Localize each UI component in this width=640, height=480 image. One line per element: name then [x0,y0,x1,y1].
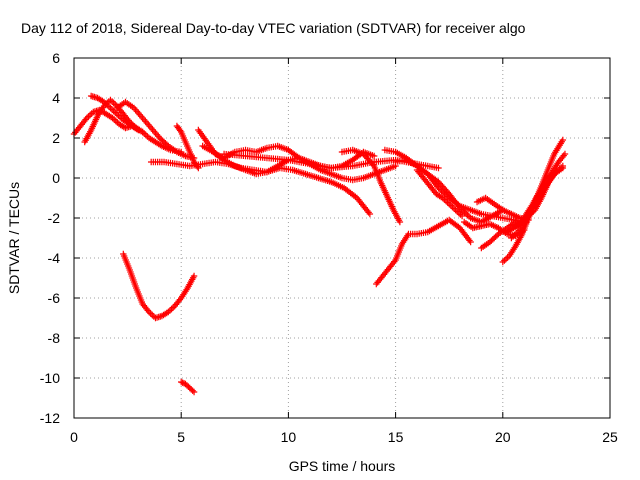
data-point [502,255,510,263]
y-axis-label: SDTVAR / TECUs [6,182,22,294]
series-t6 [173,122,202,172]
x-tick-label: 10 [281,429,297,445]
data-point [195,164,202,172]
data-point [112,109,119,116]
y-tick-label: -8 [48,330,61,346]
data-point [447,202,455,209]
data-point [110,107,117,115]
data-point [561,150,569,158]
data-point [442,191,450,199]
data-point [467,238,474,246]
data-point [438,187,445,195]
y-tick-label: -2 [48,210,61,226]
series-t21 [512,164,567,230]
x-tick-label: 0 [70,429,78,445]
data-point [455,201,462,209]
data-point [112,117,120,125]
data-point [168,305,175,313]
data-point [190,388,198,396]
y-tick-label: -10 [40,370,60,386]
data-point [147,310,154,317]
data-point [194,163,201,170]
data-point [179,379,186,386]
data-point [436,186,444,193]
data-point [219,155,226,163]
data-point [465,213,473,220]
y-tick-label: -12 [40,410,60,426]
series-t4 [113,98,198,162]
series-t13 [413,166,466,220]
series-t12 [392,156,528,226]
data-point [369,161,377,168]
data-point [396,218,404,226]
y-tick-label: 2 [52,130,60,146]
x-tick-label: 15 [388,429,404,445]
series-t22 [120,250,198,322]
series-t14 [373,216,474,288]
x-tick-label: 25 [602,429,618,445]
data-point [370,152,378,160]
x-tick-label: 5 [177,429,185,445]
data-point [107,96,114,104]
series-t23 [178,378,198,396]
data-point [110,99,117,107]
data-point [439,189,447,196]
data-point [86,111,94,119]
y-tick-label: -6 [48,290,61,306]
data-point [464,211,471,219]
y-tick-label: 4 [52,90,60,106]
data-point [189,387,196,394]
data-point [169,304,177,311]
data-point [107,104,114,112]
data-point [458,212,466,220]
data-point [559,164,567,172]
data-point [441,190,448,197]
data-point [85,113,92,120]
data-point [366,210,374,218]
series-t10 [338,146,404,226]
data-point [462,210,470,217]
data-point [499,258,506,266]
x-tick-label: 20 [495,429,511,445]
chart-title: Day 112 of 2018, Sidereal Day-to-day VTE… [21,20,526,36]
data-point [176,127,184,134]
y-tick-label: 6 [52,50,60,66]
data-point [178,378,185,386]
data-point [559,136,567,144]
data-point [108,106,116,113]
y-tick-label: 0 [52,170,60,186]
axis-ticks: 0 5 10 15 20 25 -12 -10 -8 -6 -4 -2 0 2 4 6 [40,50,618,445]
series-t17 [478,218,519,252]
y-tick-label: -4 [48,250,61,266]
data-point [461,209,468,216]
grid-lines [74,58,610,418]
series-t9 [220,150,442,172]
data-point [435,184,442,192]
data-point [108,98,116,105]
data-point [190,272,198,280]
data-point [435,164,442,172]
data-points [70,92,569,396]
data-point [142,131,150,139]
x-axis-label: GPS time / hours [289,458,396,474]
plot-frame [73,57,611,419]
